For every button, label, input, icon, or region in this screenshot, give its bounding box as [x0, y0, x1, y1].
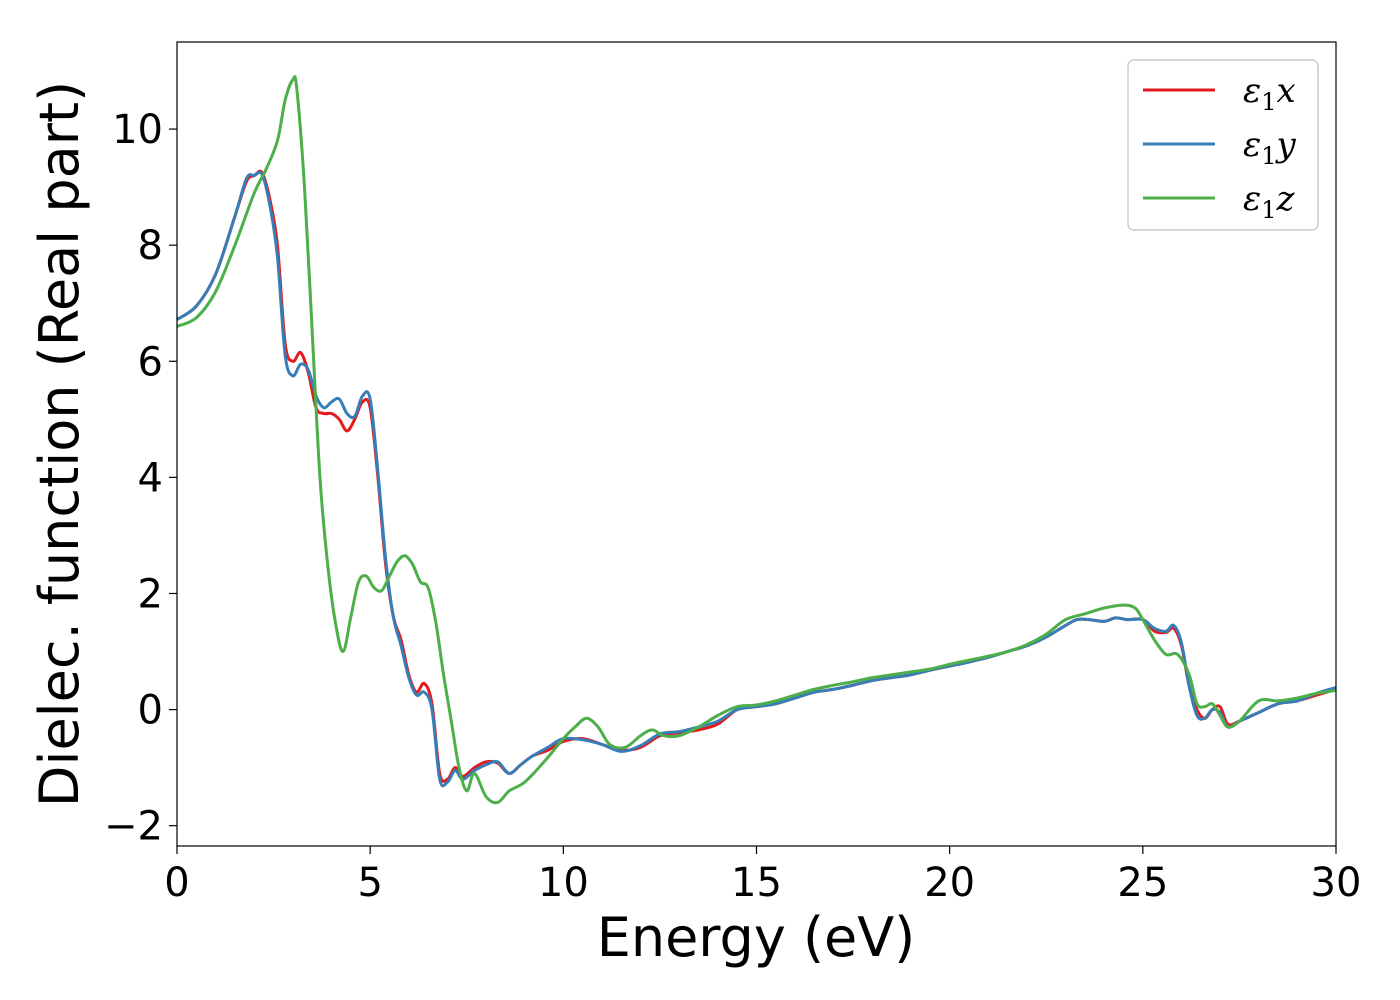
y-tick-label: −2 [104, 804, 163, 850]
x-tick-label: 30 [1311, 860, 1362, 906]
x-tick-label: 15 [731, 860, 782, 906]
y-tick-label: 2 [138, 571, 163, 617]
y-axis-title: Dielec. function (Real part) [28, 81, 91, 807]
legend-label-x: ε1x [1243, 71, 1296, 116]
y-tick-label: 10 [112, 107, 163, 153]
legend-box [1127, 59, 1319, 231]
legend-label-y: ε1y [1243, 125, 1297, 170]
legend: ε1x ε1y ε1z [1127, 59, 1319, 231]
x-axis-ticks: 0 5 10 15 20 25 30 [164, 846, 1361, 906]
series-lines [176, 75, 1337, 805]
x-tick-label: 10 [538, 860, 589, 906]
x-tick-label: 0 [164, 860, 189, 906]
y-tick-label: 4 [138, 455, 163, 501]
y-tick-label: 0 [138, 688, 163, 734]
series-line-z [176, 75, 1337, 805]
series-line-y [176, 170, 1337, 788]
x-tick-label: 25 [1117, 860, 1168, 906]
y-tick-label: 6 [138, 339, 163, 385]
x-tick-label: 20 [924, 860, 975, 906]
x-tick-label: 5 [357, 860, 382, 906]
x-axis-title: Energy (eV) [597, 906, 916, 969]
y-tick-label: 8 [138, 223, 163, 269]
y-axis-ticks: −2 0 2 4 6 8 10 [104, 107, 177, 850]
legend-label-z: ε1z [1243, 179, 1296, 224]
